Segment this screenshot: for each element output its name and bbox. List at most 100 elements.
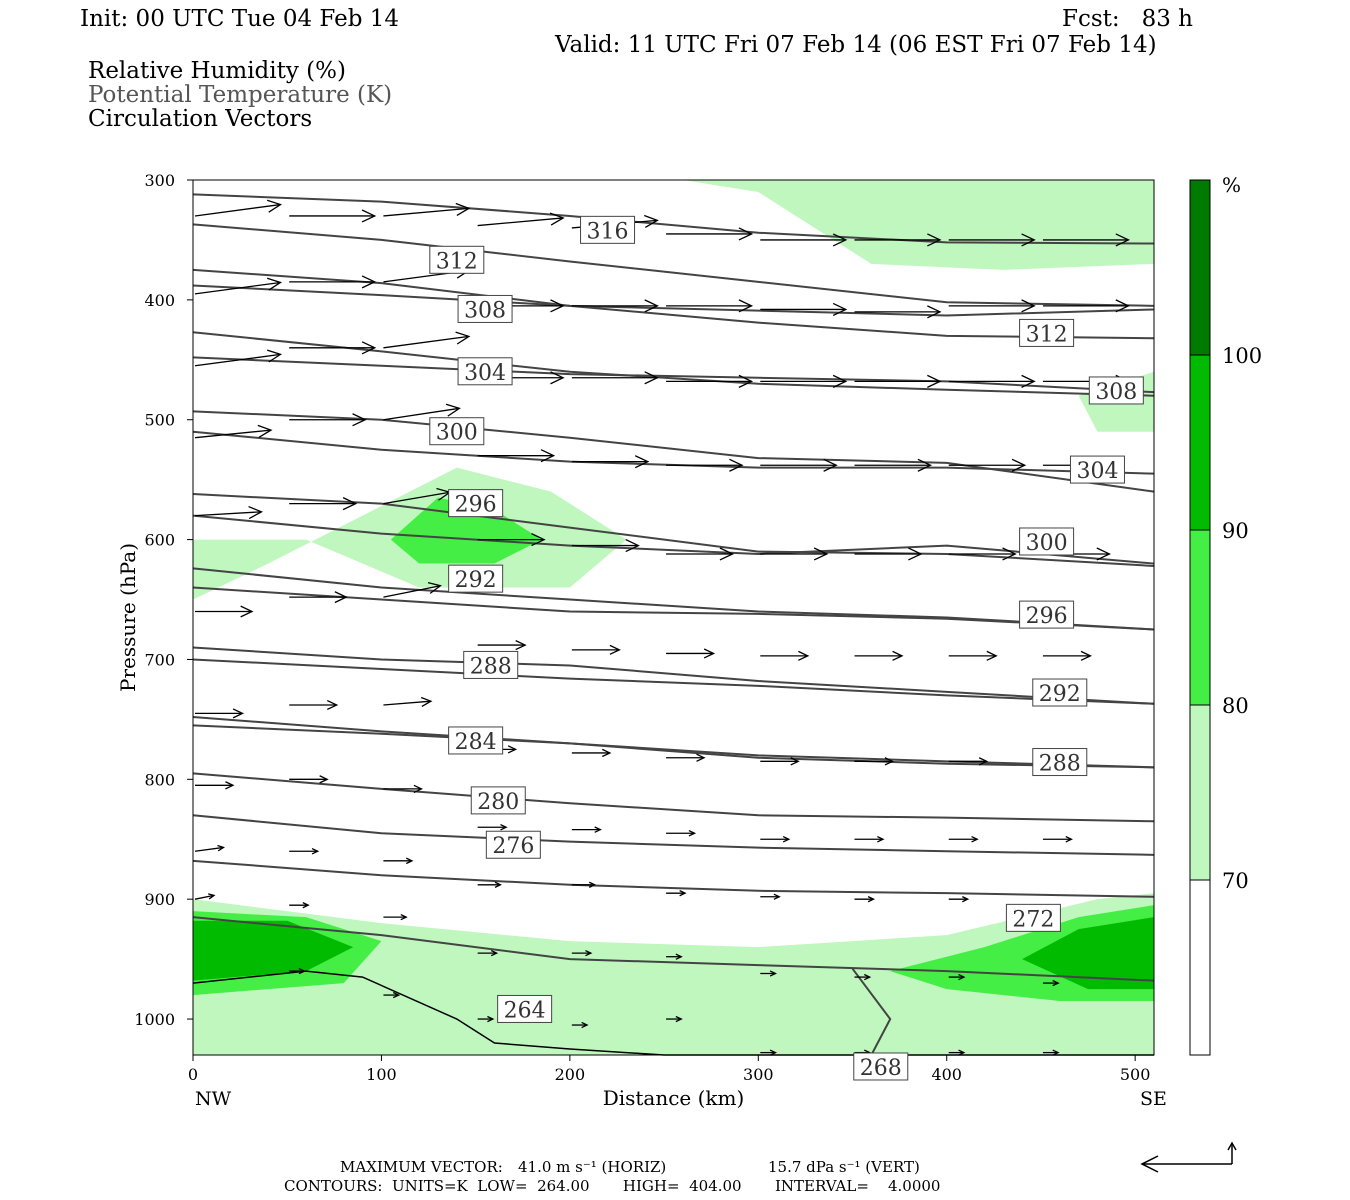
vector-head xyxy=(832,374,848,388)
theta-contour-312-3 xyxy=(192,284,1155,317)
theta-contour-292-13 xyxy=(192,658,1155,705)
theta-contour-308-5 xyxy=(192,356,1155,394)
circulation-vector-40 xyxy=(194,505,264,520)
circulation-vector-20 xyxy=(194,349,283,367)
contour-label-268-20: 268 xyxy=(853,1052,909,1081)
circulation-vector-26 xyxy=(760,374,848,388)
circulation-vector-86 xyxy=(760,893,781,900)
circulation-vector-27 xyxy=(854,374,942,388)
vector-head xyxy=(507,745,518,754)
vector-head xyxy=(696,753,706,762)
theta-contour-304-7 xyxy=(192,430,1155,475)
theta-contour-264-19 xyxy=(192,916,1155,982)
vector-head xyxy=(400,914,408,921)
circulation-vector-80 xyxy=(194,844,226,852)
vector-head xyxy=(550,371,565,385)
x-tick-label-0: 0 xyxy=(188,1065,198,1084)
contour-label-box xyxy=(1019,318,1075,347)
circulation-vector-47 xyxy=(854,547,923,561)
vector-head xyxy=(1115,299,1130,313)
vector-head xyxy=(302,902,310,909)
circulation-vector-88 xyxy=(948,896,970,903)
contour-label-304-7: 304 xyxy=(1069,455,1125,484)
legend-potential-temperature: Potential Temperature (K) xyxy=(88,82,393,108)
vector-head xyxy=(738,227,754,241)
vector-head xyxy=(644,214,659,228)
contour-label-288-12: 288 xyxy=(463,650,519,679)
vector-shaft xyxy=(194,429,272,439)
circulation-vector-21 xyxy=(289,341,377,355)
circulation-vector-6 xyxy=(760,233,848,247)
vector-head xyxy=(405,857,414,865)
circulation-vector-83 xyxy=(477,881,502,888)
circulation-vector-81 xyxy=(289,847,320,855)
y-tick-label-400: 400 xyxy=(144,291,175,310)
contour-label-284-14: 284 xyxy=(448,726,504,755)
contour-label-text: 304 xyxy=(464,361,506,386)
y-axis-title: Pressure (hPa) xyxy=(116,543,140,692)
circulation-vector-73 xyxy=(477,823,508,831)
vector-head xyxy=(729,458,744,472)
circulation-vector-104 xyxy=(760,1049,778,1056)
circulation-vector-96 xyxy=(854,973,872,981)
contour-label-box xyxy=(1032,678,1088,707)
vector-head xyxy=(609,644,621,655)
vector-head xyxy=(494,881,502,888)
contour-label-316-0: 316 xyxy=(580,215,636,244)
vector-head xyxy=(927,374,942,388)
circulation-vector-46 xyxy=(760,547,829,561)
vector-head xyxy=(917,458,933,472)
vector-head xyxy=(719,547,735,561)
vector-head xyxy=(738,299,754,313)
theta-contour-288-15 xyxy=(192,724,1155,769)
circulation-vector-103 xyxy=(666,1015,683,1023)
circulation-vector-97 xyxy=(948,973,966,981)
vector-head xyxy=(248,505,264,520)
vector-head xyxy=(392,991,401,999)
theta-contour-268-20 xyxy=(851,968,892,1056)
contour-label-box xyxy=(1088,376,1144,405)
circulation-vector-95 xyxy=(760,970,778,977)
theta-contour-292-10 xyxy=(192,567,1155,631)
contour-label-288-15: 288 xyxy=(1032,748,1088,777)
vector-head xyxy=(927,305,942,319)
vector-head xyxy=(773,893,781,900)
circulation-vector-8 xyxy=(948,233,1036,247)
theta-contour-316-0 xyxy=(192,193,1155,245)
rh-region-90-8 xyxy=(1022,917,1154,990)
circulation-vector-61 xyxy=(289,699,339,711)
circulation-vector-37 xyxy=(854,458,933,472)
vector-shaft xyxy=(194,846,224,852)
x-tick-label-100: 100 xyxy=(366,1065,397,1084)
contour-label-box xyxy=(429,417,485,446)
chart-axes: 0 100 200 300 400 500 300 400 500 600 700 800 900 100… xyxy=(116,171,1167,1110)
contour-label-text: 312 xyxy=(1026,322,1068,347)
circulation-vector-100 xyxy=(383,991,401,999)
contour-label-308-5: 308 xyxy=(1088,376,1144,405)
circulation-vector-68 xyxy=(948,757,989,766)
vector-head xyxy=(208,893,216,900)
theta-contour-272-18 xyxy=(192,859,1155,898)
vector-head xyxy=(625,539,640,553)
vector-head xyxy=(413,784,423,794)
contour-label-box xyxy=(485,830,541,859)
colorbar-segment-1 xyxy=(1189,354,1211,531)
vector-shaft xyxy=(194,894,215,900)
vector-head xyxy=(769,970,778,977)
vector-head xyxy=(1065,835,1073,843)
vector-head xyxy=(832,302,848,317)
theta-contour-276-17 xyxy=(192,814,1155,856)
circulation-vector-0 xyxy=(194,199,283,217)
circulation-vector-82 xyxy=(383,857,414,865)
valid-time: Valid: 11 UTC Fri 07 Feb 14 (06 EST Fri … xyxy=(555,32,1157,58)
circulation-vector-75 xyxy=(666,829,697,837)
vector-head xyxy=(884,757,895,766)
circulation-vector-84 xyxy=(571,881,597,888)
plot-frame xyxy=(192,179,1155,1056)
circulation-vector-58 xyxy=(948,650,998,661)
vector-head xyxy=(487,1015,495,1023)
vector-head xyxy=(311,847,320,855)
rh-region-70-2 xyxy=(193,893,1154,1055)
circulation-vector-31 xyxy=(289,413,367,427)
